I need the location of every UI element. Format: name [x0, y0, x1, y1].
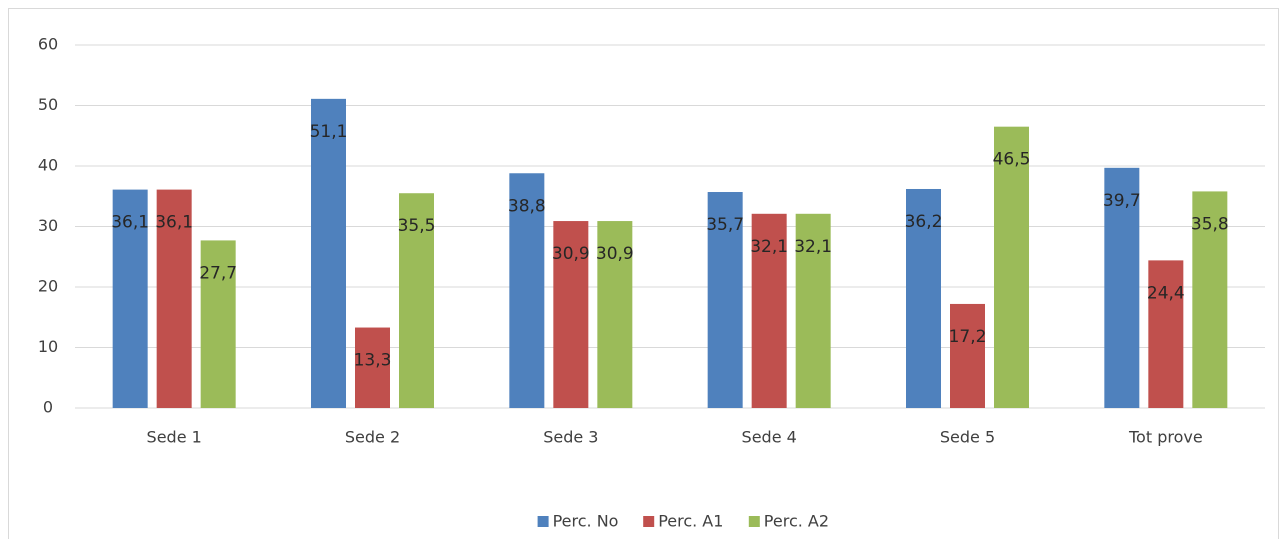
legend-swatch [748, 516, 760, 527]
value-label: 36,2 [905, 212, 943, 232]
value-label: 30,9 [552, 244, 590, 264]
value-label: 36,1 [155, 213, 193, 233]
bar [597, 221, 633, 408]
value-label: 46,5 [993, 150, 1031, 170]
value-label: 38,8 [508, 196, 546, 216]
bar [112, 189, 148, 408]
y-tick-label: 40 [38, 156, 58, 175]
value-label: 32,1 [794, 237, 832, 257]
legend-label: Perc. A2 [764, 512, 829, 531]
y-tick-label: 20 [38, 277, 58, 296]
bar [707, 192, 743, 408]
value-label: 24,4 [1147, 283, 1185, 303]
legend-label: Perc. No [553, 512, 619, 531]
value-label: 27,7 [199, 263, 237, 283]
x-tick-label: Sede 1 [147, 428, 202, 447]
value-label: 35,8 [1191, 214, 1229, 234]
chart-frame [8, 8, 1279, 539]
value-label: 35,7 [706, 215, 744, 235]
bar [795, 213, 831, 408]
x-tick-label: Tot prove [1128, 428, 1203, 447]
value-label: 32,1 [750, 237, 788, 257]
bar [751, 213, 787, 408]
value-label: 30,9 [596, 244, 634, 264]
value-label: 13,3 [354, 351, 392, 371]
bar [950, 303, 985, 408]
bar [399, 193, 434, 408]
bar [311, 98, 346, 408]
bar [906, 188, 941, 408]
value-label: 35,5 [398, 216, 436, 236]
y-tick-label: 60 [38, 35, 58, 54]
y-tick-label: 0 [43, 398, 53, 417]
bar [355, 327, 390, 408]
x-tick-label: Sede 3 [543, 428, 598, 447]
bar [553, 221, 589, 408]
y-tick-label: 10 [38, 337, 58, 356]
bar [994, 126, 1029, 409]
bar [1192, 191, 1228, 408]
y-tick-label: 50 [38, 95, 58, 114]
bar [1104, 167, 1140, 408]
legend-swatch [537, 516, 549, 527]
bar [509, 173, 545, 408]
x-tick-label: Sede 4 [742, 428, 797, 447]
bar [200, 240, 236, 408]
legend-label: Perc. A1 [658, 512, 723, 531]
y-tick-label: 30 [38, 216, 58, 235]
legend-swatch [643, 516, 655, 527]
value-label: 36,1 [111, 213, 149, 233]
value-label: 17,2 [949, 327, 987, 347]
bar [1148, 260, 1184, 408]
x-tick-label: Sede 5 [940, 428, 995, 447]
bar [156, 189, 192, 408]
x-tick-label: Sede 2 [345, 428, 400, 447]
value-label: 51,1 [310, 122, 348, 142]
value-label: 39,7 [1103, 191, 1141, 211]
